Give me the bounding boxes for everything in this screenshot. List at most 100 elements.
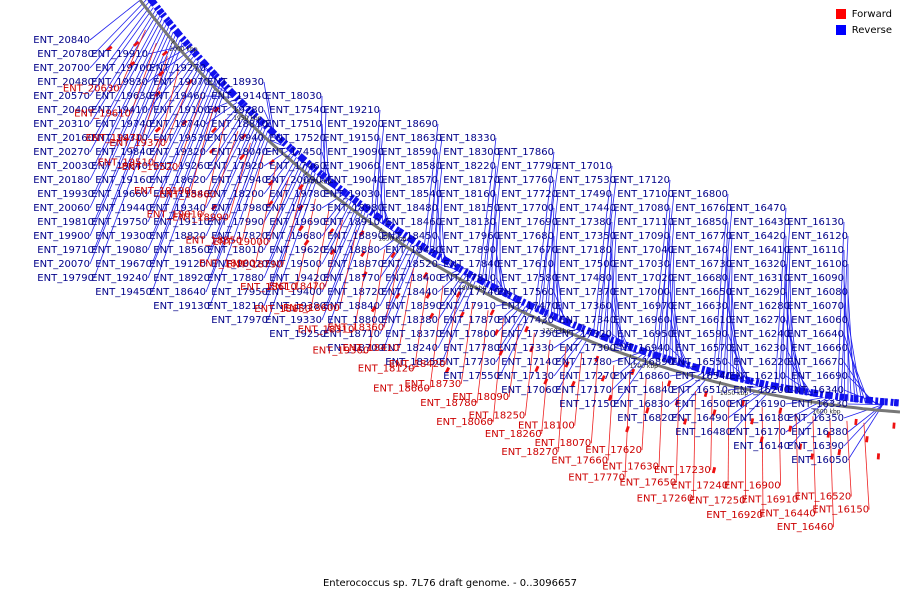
gene-label[interactable]: ENT_17890 (439, 245, 496, 256)
gene-label[interactable]: ENT_19140 (211, 91, 268, 102)
gene-label[interactable]: ENT_17620 (585, 445, 642, 456)
gene-label[interactable]: ENT_16150 (812, 505, 869, 516)
gene-label[interactable]: ENT_16340 (787, 385, 844, 396)
gene-label[interactable]: ENT_19330 (265, 315, 322, 326)
gene-label[interactable]: ENT_16430 (733, 217, 790, 228)
gene-label[interactable]: ENT_19200 (327, 119, 384, 130)
gene-label[interactable]: ENT_19500 (265, 259, 322, 270)
gene-label[interactable]: ENT_19900 (33, 231, 90, 242)
gene-label[interactable]: ENT_16680 (671, 273, 728, 284)
gene-label[interactable]: ENT_20780 (37, 49, 94, 60)
gene-label[interactable]: ENT_19460 (149, 91, 206, 102)
gene-label[interactable]: ENT_18880 (323, 245, 380, 256)
gene-label[interactable]: ENT_17990 (207, 217, 264, 228)
gene-label[interactable]: ENT_17130 (497, 371, 554, 382)
gene-label[interactable]: ENT_16060 (791, 315, 848, 326)
gene-label[interactable]: ENT_19640 (91, 161, 148, 172)
gene-label[interactable]: ENT_16510 (671, 385, 728, 396)
gene-label[interactable]: ENT_20700 (33, 63, 90, 74)
gene-label[interactable]: ENT_17800 (439, 329, 496, 340)
gene-label[interactable]: ENT_17700 (497, 203, 554, 214)
gene-label[interactable]: ENT_16650 (675, 287, 732, 298)
gene-label[interactable]: ENT_19530 (153, 133, 210, 144)
gene-label[interactable]: ENT_19300 (95, 231, 152, 242)
gene-label[interactable]: ENT_18540 (385, 189, 442, 200)
gene-label[interactable]: ENT_16760 (675, 203, 732, 214)
gene-label[interactable]: ENT_18390 (385, 301, 442, 312)
gene-label[interactable]: ENT_19730 (265, 203, 322, 214)
gene-label[interactable]: ENT_18160 (439, 189, 496, 200)
gene-label[interactable]: ENT_16960 (613, 315, 670, 326)
gene-label[interactable]: ENT_18860 (159, 189, 216, 200)
gene-label[interactable]: ENT_18870 (327, 259, 384, 270)
gene-label[interactable]: ENT_17740 (443, 287, 500, 298)
gene-label[interactable]: ENT_16860 (613, 371, 670, 382)
gene-label[interactable]: ENT_19520 (122, 162, 179, 173)
gene-label[interactable]: ENT_18720 (327, 287, 384, 298)
gene-label[interactable]: ENT_20270 (33, 147, 90, 158)
gene-label[interactable]: ENT_18370 (385, 329, 442, 340)
gene-label[interactable]: ENT_18770 (323, 273, 380, 284)
gene-label[interactable]: ENT_17100 (617, 189, 674, 200)
gene-label[interactable]: ENT_18790 (226, 260, 283, 271)
gene-label[interactable]: ENT_17020 (617, 273, 674, 284)
gene-label[interactable]: ENT_17790 (501, 161, 558, 172)
gene-label[interactable]: ENT_17030 (613, 259, 670, 270)
gene-label[interactable]: ENT_17140 (501, 357, 558, 368)
gene-label[interactable]: ENT_18360 (327, 322, 384, 333)
gene-label[interactable]: ENT_16230 (729, 343, 786, 354)
gene-label[interactable]: ENT_18100 (518, 421, 575, 432)
gene-label[interactable]: ENT_19080 (91, 245, 148, 256)
gene-label[interactable]: ENT_16180 (733, 413, 790, 424)
gene-label[interactable]: ENT_17660 (551, 455, 608, 466)
gene-labels[interactable]: ENT_20840ENT_20780ENT_20700ENT_20480ENT_… (33, 35, 869, 533)
gene-label[interactable]: ENT_18400 (385, 273, 442, 284)
gene-label[interactable]: ENT_17000 (613, 287, 670, 298)
gene-label[interactable]: ENT_18120 (358, 363, 415, 374)
gene-label[interactable]: ENT_19540 (153, 189, 210, 200)
gene-label[interactable]: ENT_19380 (269, 301, 326, 312)
gene-label[interactable]: ENT_17520 (269, 133, 326, 144)
gene-label[interactable]: ENT_20840 (33, 35, 90, 46)
gene-label[interactable]: ENT_19470 (86, 133, 143, 144)
gene-label[interactable]: ENT_16670 (787, 357, 844, 368)
gene-label[interactable]: ENT_17460 (269, 161, 326, 172)
gene-label[interactable]: ENT_17060 (501, 385, 558, 396)
gene-label[interactable]: ENT_17280 (555, 357, 612, 368)
gene-label[interactable]: ENT_17970 (211, 315, 268, 326)
gene-label[interactable]: ENT_17360 (555, 301, 612, 312)
gene-label[interactable]: ENT_17780 (443, 343, 500, 354)
gene-label[interactable]: ENT_18440 (381, 287, 438, 298)
gene-label[interactable]: ENT_18240 (381, 343, 438, 354)
gene-label[interactable]: ENT_17340 (559, 315, 616, 326)
gene-label[interactable]: ENT_19750 (91, 217, 148, 228)
gene-label[interactable]: ENT_19210 (323, 105, 380, 116)
gene-label[interactable]: ENT_19830 (91, 77, 148, 88)
gene-label[interactable]: ENT_18030 (265, 91, 322, 102)
gene-label[interactable]: ENT_16890 (617, 357, 674, 368)
gene-label[interactable]: ENT_19700 (95, 63, 152, 74)
gene-label[interactable]: ENT_18350 (385, 357, 442, 368)
gene-label[interactable]: ENT_19790 (37, 273, 94, 284)
gene-label[interactable]: ENT_16910 (741, 495, 798, 506)
gene-label[interactable]: ENT_18200 (207, 189, 264, 200)
gene-label[interactable]: ENT_18700 (327, 343, 384, 354)
gene-label[interactable]: ENT_17560 (497, 287, 554, 298)
gene-label[interactable]: ENT_18450 (381, 231, 438, 242)
gene-label[interactable]: ENT_16500 (675, 399, 732, 410)
gene-label[interactable]: ENT_16660 (791, 343, 848, 354)
gene-label[interactable]: ENT_16570 (675, 343, 732, 354)
gene-label[interactable]: ENT_16220 (733, 357, 790, 368)
gene-label[interactable]: ENT_16490 (671, 413, 728, 424)
gene-label[interactable]: ENT_17730 (439, 357, 496, 368)
gene-label[interactable]: ENT_17670 (501, 245, 558, 256)
gene-label[interactable]: ENT_16520 (795, 492, 852, 503)
gene-label[interactable]: ENT_18010 (207, 245, 264, 256)
gene-label[interactable]: ENT_16470 (729, 203, 786, 214)
gene-label[interactable]: ENT_16050 (791, 455, 848, 466)
gene-label[interactable]: ENT_19130 (153, 301, 210, 312)
gene-label[interactable]: ENT_19010 (147, 210, 204, 221)
gene-label[interactable]: ENT_19320 (149, 147, 206, 158)
gene-label[interactable]: ENT_16210 (729, 371, 786, 382)
gene-label[interactable]: ENT_20480 (37, 77, 94, 88)
